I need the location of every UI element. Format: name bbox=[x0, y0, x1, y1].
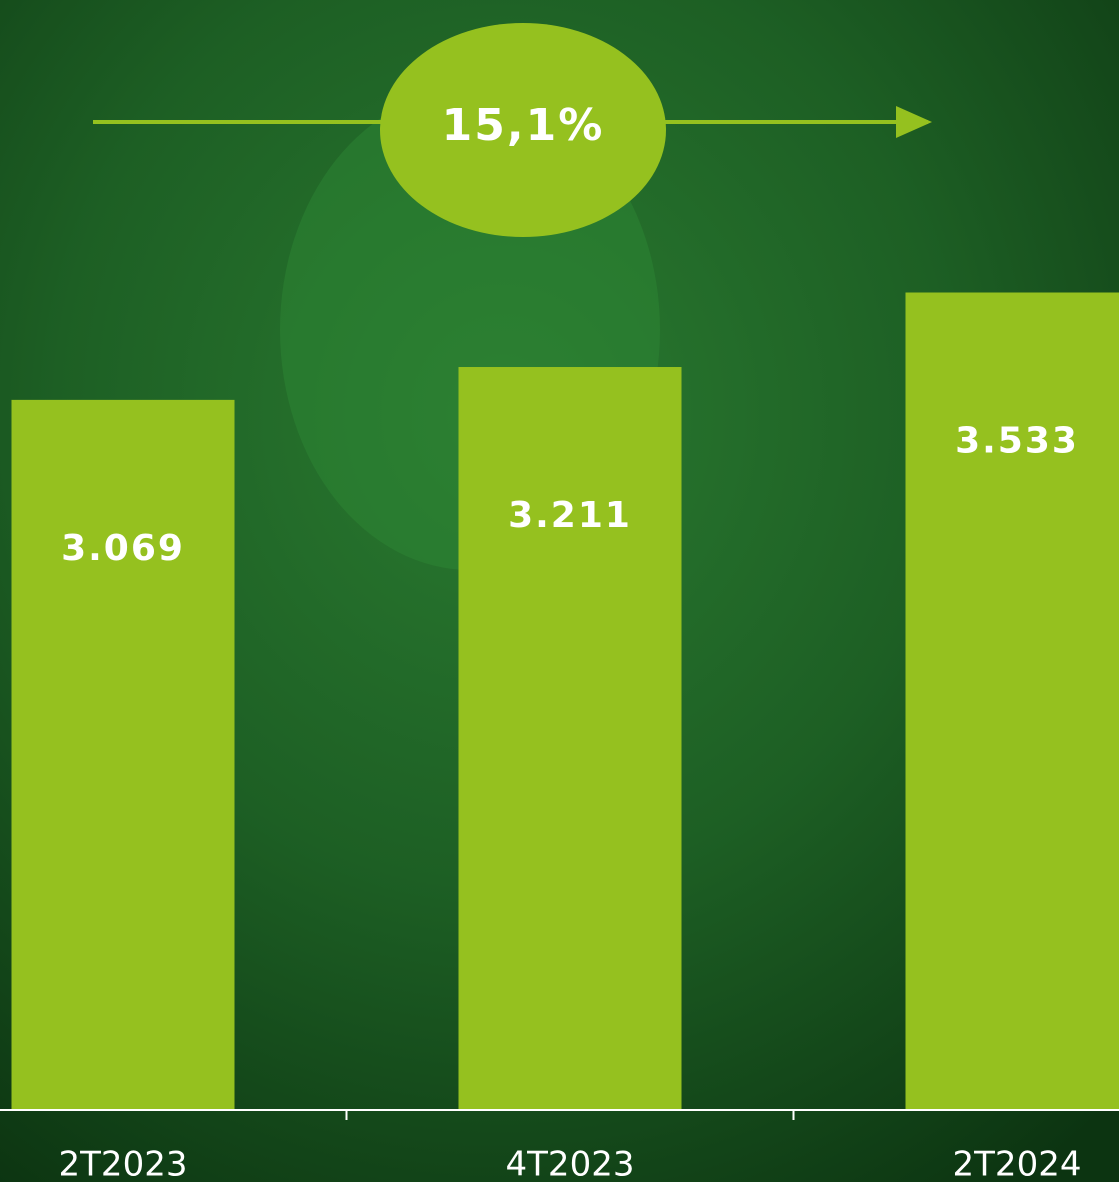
annotation: 15,1% bbox=[442, 100, 605, 151]
value-label: 3.211 bbox=[508, 495, 632, 536]
bar bbox=[458, 367, 682, 1111]
annotation-bubble bbox=[380, 23, 666, 237]
x-tick-label: 4T2023 bbox=[506, 1145, 635, 1182]
x-tick-label: 2T2023 bbox=[59, 1145, 188, 1182]
plot: 3.069 2T2023 3.211 4T2023 3.533 2T2024 bbox=[0, 292, 1119, 1182]
bar bbox=[11, 399, 235, 1110]
bar bbox=[905, 292, 1119, 1110]
value-label: 3.069 bbox=[61, 528, 185, 569]
value-label: 3.533 bbox=[955, 421, 1079, 462]
x-tick-label: 2T2024 bbox=[953, 1145, 1082, 1182]
